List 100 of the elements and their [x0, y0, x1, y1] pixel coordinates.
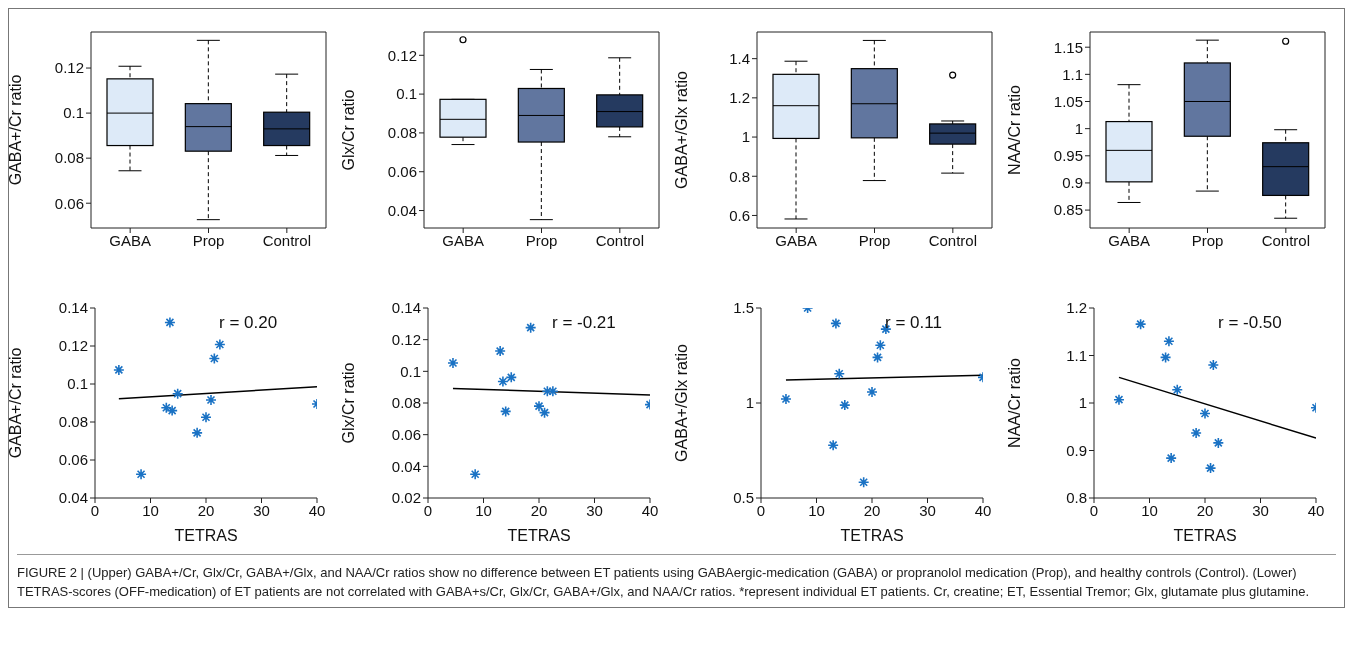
x-tick-label: 40	[308, 501, 326, 519]
x-tick-label: Control	[928, 231, 978, 249]
x-tick-label: 30	[586, 501, 603, 519]
y-tick-label: 0.06	[387, 163, 417, 181]
point	[827, 439, 839, 451]
y-tick-label: 0.9	[1066, 441, 1087, 459]
x-tick-label: 40	[974, 501, 992, 519]
point	[214, 338, 226, 351]
point	[191, 427, 203, 439]
x-tick-label: Prop	[192, 231, 225, 249]
annotation: r = -0.50	[1218, 313, 1282, 333]
point	[538, 406, 551, 419]
point	[1163, 335, 1175, 348]
y-tick-label: 1	[1078, 394, 1087, 412]
point	[1165, 452, 1177, 464]
y-axis-title: GABA+/Cr ratio	[6, 74, 24, 186]
y-tick-label: 0.08	[54, 149, 84, 167]
x-tick-label: Prop	[1191, 231, 1224, 249]
point	[839, 399, 851, 411]
point	[833, 367, 846, 380]
x-tick-label: 10	[1141, 501, 1158, 519]
y-tick-label: 1.1	[1066, 346, 1087, 364]
y-tick-label: 1	[1074, 119, 1083, 137]
x-tick-label: 40	[1307, 501, 1325, 519]
point	[547, 385, 559, 398]
x-axis-title: TETRAS	[507, 527, 571, 545]
point	[208, 352, 221, 365]
point	[1171, 383, 1184, 396]
y-axis-title: GABA+/Glx ratio	[672, 70, 690, 189]
point	[499, 405, 512, 418]
point	[1199, 407, 1211, 420]
point	[494, 345, 506, 357]
x-tick-label: 20	[863, 501, 881, 519]
x-tick-label: 30	[1252, 501, 1269, 519]
y-axis-title: Glx/Cr ratio	[339, 89, 357, 171]
point	[1212, 437, 1225, 449]
y-axis-title: GABA+/Cr ratio	[6, 347, 24, 459]
y-tick-label: 0.8	[729, 167, 750, 185]
x-tick-label: GABA	[775, 231, 818, 249]
point	[1113, 393, 1125, 406]
caption: FIGURE 2 | (Upper) GABA+/Cr, Glx/Cr, GABA+/Glx, and NAA/Cr ratios show no difference between ET patients using GABAergic-medication (GABA) or propranolol medication (Prop), and healthy controls (Control). (Lower) TETRAS-scores (OFF-medication) of ET patients are not correlated with GABA+s/Cr, Glx/Cr, GABA+/Glx, and NAA/Cr ratios. *represent individual ET patients. Cr, creatine; ET, Essential Tremor; Glx, glutamate plus glutamine.	[17, 554, 1336, 601]
point	[166, 404, 178, 417]
y-tick-label: 0.9	[1062, 174, 1083, 192]
x-tick-label: GABA	[1108, 231, 1151, 249]
point	[780, 393, 792, 405]
y-tick-label: 0.5	[733, 489, 754, 507]
y-tick-label: 1.2	[1066, 299, 1087, 317]
point	[164, 316, 176, 329]
x-tick-label: 0	[90, 501, 100, 519]
y-tick-label: 0.04	[391, 457, 421, 475]
point	[200, 411, 212, 424]
y-axis-title: NAA/Cr ratio	[1005, 85, 1023, 175]
y-axis-title: Glx/Cr ratio	[339, 362, 357, 444]
y-tick-label: 0.12	[391, 330, 421, 348]
y-tick-label: 0.1	[67, 375, 88, 393]
y-tick-label: 0.6	[729, 206, 750, 224]
point	[874, 339, 887, 352]
x-tick-label: 0	[423, 501, 433, 519]
y-tick-label: 0.85	[1053, 201, 1083, 219]
x-tick-label: 10	[808, 501, 825, 519]
point	[1159, 351, 1172, 364]
y-axis-title: GABA+/Glx ratio	[672, 343, 690, 462]
y-tick-label: 0.14	[391, 299, 421, 317]
y-tick-label: 0.06	[58, 451, 88, 469]
point	[830, 317, 842, 330]
point	[135, 468, 147, 481]
x-tick-label: Control	[1261, 231, 1311, 249]
y-tick-label: 0.06	[391, 425, 421, 443]
y-tick-label: 0.95	[1053, 147, 1083, 165]
y-tick-label: 0.1	[400, 362, 421, 380]
point	[1134, 318, 1147, 330]
y-tick-label: 0.12	[387, 46, 417, 64]
point	[160, 401, 173, 414]
y-tick-label: 0.08	[391, 394, 421, 412]
x-tick-label: 10	[142, 501, 159, 519]
x-tick-label: 30	[253, 501, 270, 519]
y-tick-label: 1	[745, 394, 754, 412]
y-tick-label: 0.8	[1066, 489, 1087, 507]
point	[871, 351, 884, 364]
y-tick-label: 1.4	[729, 49, 750, 67]
x-tick-label: 0	[756, 501, 766, 519]
y-axis-title: NAA/Cr ratio	[1005, 358, 1023, 448]
x-axis-title: TETRAS	[1173, 527, 1237, 545]
y-tick-label: 0.12	[54, 59, 84, 77]
x-tick-label: Control	[262, 231, 312, 249]
x-tick-label: Control	[595, 231, 645, 249]
x-tick-label: 20	[1196, 501, 1214, 519]
point	[171, 387, 184, 400]
x-tick-label: Prop	[858, 231, 891, 249]
y-tick-label: 0.04	[58, 489, 88, 507]
annotation: r = 0.20	[219, 313, 278, 333]
y-tick-label: 0.12	[58, 337, 88, 355]
y-tick-label: 1.1	[1062, 65, 1083, 83]
point	[469, 468, 481, 481]
annotation: r = -0.21	[552, 313, 616, 333]
x-tick-label: GABA	[109, 231, 152, 249]
x-axis-title: TETRAS	[840, 527, 904, 545]
x-tick-label: 40	[641, 501, 659, 519]
point	[533, 400, 545, 412]
x-tick-label: GABA	[442, 231, 485, 249]
